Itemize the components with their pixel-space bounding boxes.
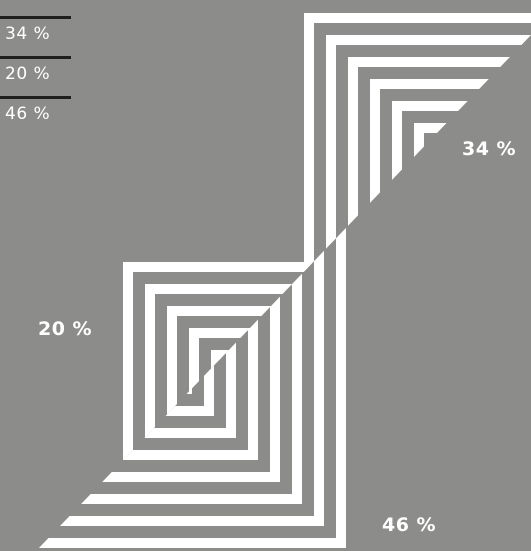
- segment-label-46: 46 %: [382, 514, 437, 536]
- legend-label-3: 46 %: [5, 104, 51, 124]
- legend-entry-2: 20 %: [0, 56, 71, 96]
- legend-label-2: 20 %: [5, 64, 51, 84]
- legend: 34 % 20 % 46 %: [0, 16, 71, 136]
- segment-label-20: 20 %: [38, 318, 93, 340]
- segment-label-34: 34 %: [462, 138, 517, 160]
- legend-entry-3: 46 %: [0, 96, 71, 136]
- legend-entry-1: 34 %: [0, 16, 71, 56]
- legend-label-1: 34 %: [5, 24, 51, 44]
